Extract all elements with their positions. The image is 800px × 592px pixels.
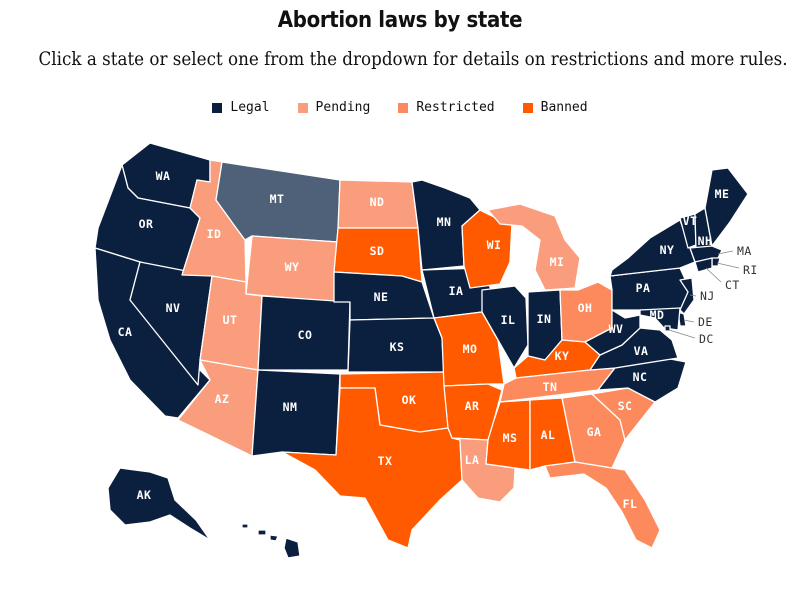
legend-item-banned: Banned xyxy=(522,100,588,115)
state-ct[interactable] xyxy=(694,257,713,273)
legend-item-restricted: Restricted xyxy=(398,100,495,115)
state-ri[interactable] xyxy=(711,257,721,267)
legend-label-pending: Pending xyxy=(315,100,371,115)
state-nm[interactable] xyxy=(251,369,341,457)
legend-item-legal: Legal xyxy=(212,100,270,115)
state-wi[interactable] xyxy=(461,209,513,289)
state-ak[interactable] xyxy=(107,467,211,541)
state-tx[interactable] xyxy=(281,387,463,549)
label-de: DE xyxy=(698,315,713,329)
leader-nj xyxy=(689,294,697,297)
state-hi[interactable] xyxy=(241,523,301,559)
state-nd[interactable] xyxy=(337,179,419,229)
leader-ma xyxy=(717,250,734,255)
leader-dc xyxy=(668,329,696,339)
label-ri: RI xyxy=(743,263,758,277)
legend-swatch-pending xyxy=(297,102,308,113)
state-co[interactable] xyxy=(257,295,351,371)
leader-ct xyxy=(705,267,722,283)
leader-ri xyxy=(716,262,740,269)
label-dc: DC xyxy=(699,332,714,346)
page-title: Abortion laws by state xyxy=(277,8,523,33)
state-md[interactable] xyxy=(639,307,681,331)
state-wy[interactable] xyxy=(245,235,339,303)
legend-item-pending: Pending xyxy=(297,100,371,115)
state-wv[interactable] xyxy=(584,309,641,356)
state-dc[interactable] xyxy=(664,325,671,332)
leader-de xyxy=(683,319,695,323)
state-ks[interactable] xyxy=(347,317,445,373)
state-mi[interactable] xyxy=(487,203,581,291)
legend-swatch-restricted xyxy=(398,102,409,113)
legend-swatch-banned xyxy=(522,102,533,113)
legend-label-restricted: Restricted xyxy=(416,100,495,115)
state-fl[interactable] xyxy=(544,461,661,549)
page-subtitle: Click a state or select one from the dro… xyxy=(38,49,788,70)
label-nj: NJ xyxy=(700,289,715,303)
legend-label-banned: Banned xyxy=(540,100,588,115)
label-ct: CT xyxy=(725,278,740,292)
state-il[interactable] xyxy=(481,285,529,369)
legend-swatch-legal xyxy=(212,102,223,113)
legend-label-legal: Legal xyxy=(230,100,270,115)
label-ma: MA xyxy=(737,244,752,258)
state-me[interactable] xyxy=(704,167,749,247)
legend: Legal Pending Restricted Banned xyxy=(0,100,800,115)
state-az[interactable] xyxy=(177,359,259,457)
